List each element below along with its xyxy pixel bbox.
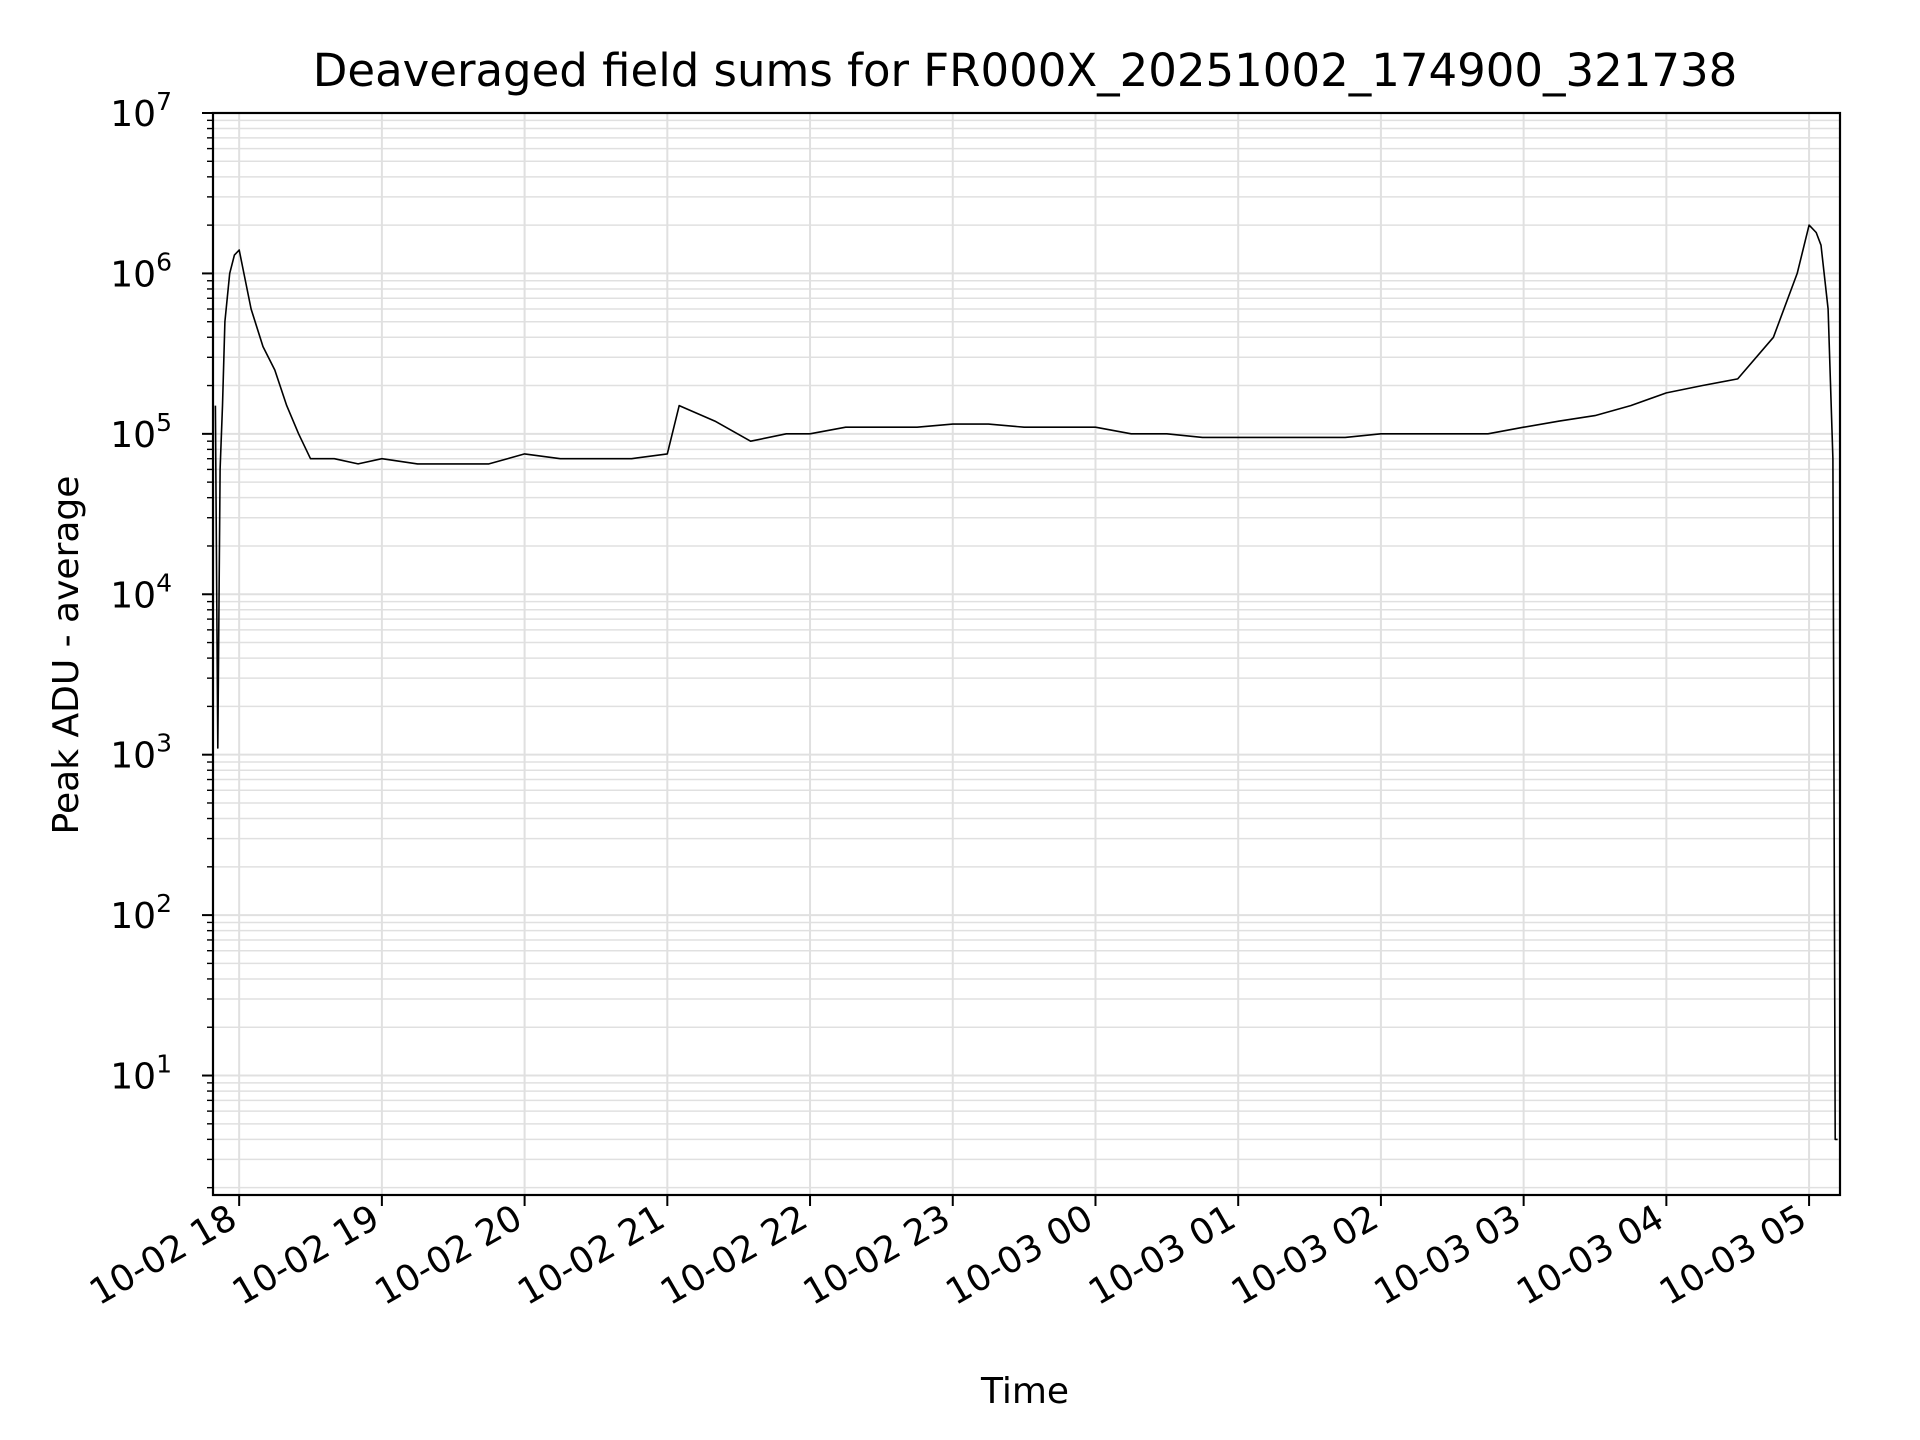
y-tick-label: 106 bbox=[110, 247, 172, 295]
y-tick-label: 107 bbox=[110, 87, 172, 135]
y-tick-label: 105 bbox=[110, 408, 172, 456]
y-tick-label: 103 bbox=[110, 729, 172, 777]
plot-area bbox=[214, 224, 1838, 1141]
grid-lines bbox=[213, 112, 1840, 1195]
plot-frame bbox=[211, 111, 1842, 1197]
series-line bbox=[214, 224, 1838, 1141]
x-axis-label: Time bbox=[980, 1371, 1069, 1412]
y-tick-label: 101 bbox=[110, 1050, 172, 1098]
chart-title: Deaveraged field sums for FR000X_2025100… bbox=[313, 44, 1738, 97]
y-axis-label: Peak ADU - average bbox=[46, 476, 87, 835]
y-tick-label: 104 bbox=[110, 568, 172, 616]
y-tick-label: 102 bbox=[110, 889, 172, 937]
